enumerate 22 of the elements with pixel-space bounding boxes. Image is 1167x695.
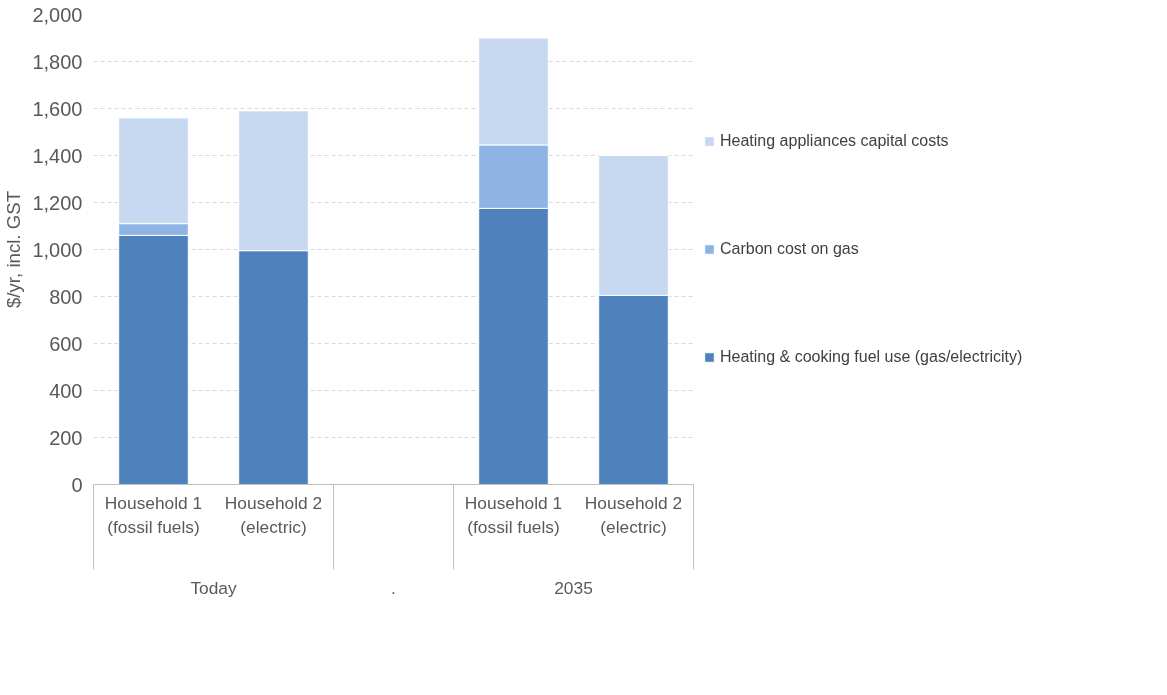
y-axis-title: $/yr, incl. GST [3,190,25,309]
y-tick-label: 400 [49,379,83,402]
x-tick-label: Household 2 (electric) [224,492,323,537]
y-tick-label: 0 [71,473,83,496]
y-tick-label: 2,000 [32,3,83,26]
text: Today [190,577,237,598]
y-tick-label: 800 [49,285,83,308]
y-tick-label: 1,800 [32,50,83,73]
y-tick-label: 200 [49,426,83,449]
legend-label: Heating appliances capital costs [720,132,949,150]
y-tick-label: 1,400 [32,144,83,167]
y-tick-label: 1,000 [32,238,83,261]
legend-label: Carbon cost on gas [720,240,859,258]
x-tick-label: Household 1 (fossil fuels) [104,492,203,537]
x-tick-label: Household 1 (fossil fuels) [464,492,563,537]
legend-label: Heating & cooking fuel use (gas/electricity) [720,348,1023,366]
y-tick-label: 600 [49,332,83,355]
text: 2035 [554,577,593,598]
y-tick-label: 1,600 [32,97,83,120]
text: . [391,577,396,598]
y-tick-label: 1,200 [32,191,83,214]
x-tick-label: Household 2 (electric) [584,492,683,537]
